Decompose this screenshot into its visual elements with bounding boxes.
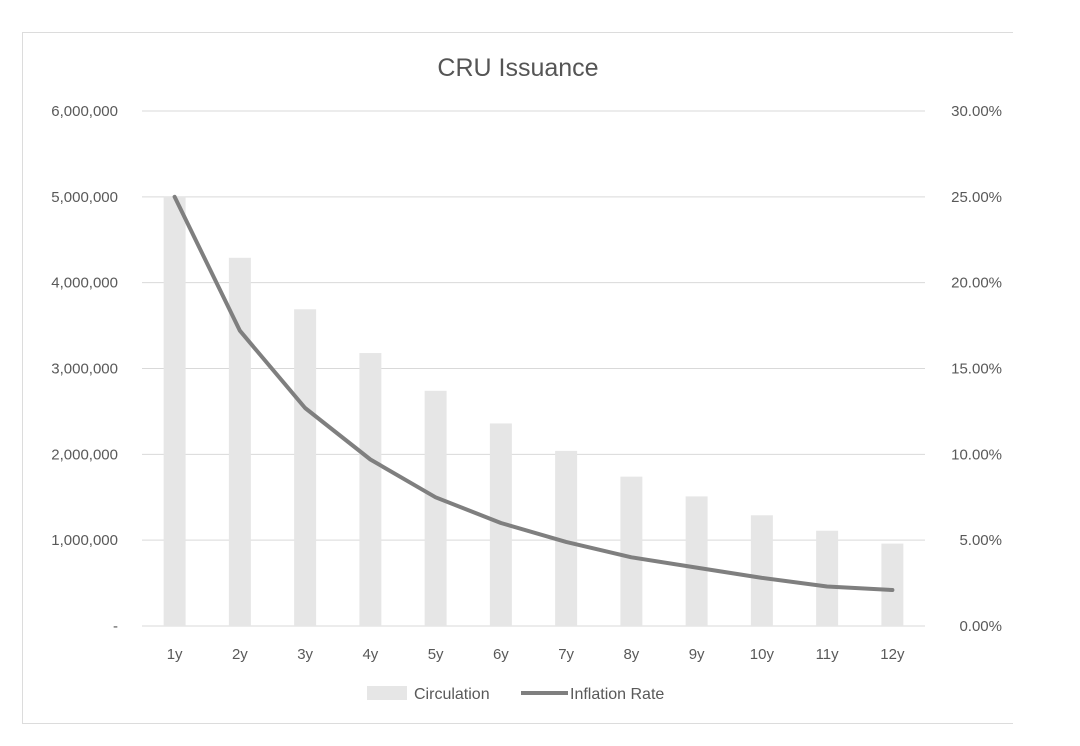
bar-circulation bbox=[294, 309, 317, 626]
bar-circulation bbox=[555, 450, 578, 626]
legend-label-circulation: Circulation bbox=[414, 686, 490, 703]
legend-label-inflation-rate: Inflation Rate bbox=[570, 686, 664, 703]
bar-circulation bbox=[816, 530, 839, 626]
x-tick-label: 3y bbox=[297, 646, 313, 663]
bar-circulation bbox=[750, 515, 773, 626]
right-axis-labels: 0.00% 5.00% 10.00% 15.00% 20.00% 25.00% 30.00% bbox=[951, 103, 1002, 635]
chart-title: CRU Issuance bbox=[437, 54, 598, 82]
left-tick-label: 3,000,000 bbox=[51, 361, 118, 378]
x-tick-label: 7y bbox=[558, 646, 574, 663]
legend-swatch-circulation bbox=[367, 686, 407, 700]
right-tick-label: 0.00% bbox=[959, 618, 1002, 635]
point-inflation-rate bbox=[369, 458, 371, 460]
left-tick-label: 5,000,000 bbox=[51, 189, 118, 206]
right-tick-label: 25.00% bbox=[951, 189, 1002, 206]
bar-circulation bbox=[620, 476, 643, 626]
point-inflation-rate bbox=[500, 522, 502, 524]
right-tick-label: 30.00% bbox=[951, 103, 1002, 120]
x-tick-label: 4y bbox=[362, 646, 378, 663]
x-tick-label: 10y bbox=[750, 646, 775, 663]
x-axis-labels: 1y 2y 3y 4y 5y 6y 7y 8y 9y 10y 11y 12y bbox=[167, 646, 905, 663]
bar-series bbox=[163, 196, 904, 627]
legend: Circulation Inflation Rate bbox=[367, 686, 664, 703]
right-tick-label: 5.00% bbox=[959, 532, 1002, 549]
point-inflation-rate bbox=[891, 589, 893, 591]
x-tick-label: 5y bbox=[428, 646, 444, 663]
x-tick-label: 2y bbox=[232, 646, 248, 663]
point-inflation-rate bbox=[174, 196, 176, 198]
point-inflation-rate bbox=[435, 496, 437, 498]
left-tick-label: - bbox=[113, 618, 118, 635]
x-tick-label: 6y bbox=[493, 646, 509, 663]
x-tick-label: 8y bbox=[623, 646, 639, 663]
point-inflation-rate bbox=[761, 577, 763, 579]
right-tick-label: 10.00% bbox=[951, 446, 1002, 463]
bar-circulation bbox=[685, 496, 708, 626]
point-inflation-rate bbox=[630, 556, 632, 558]
point-inflation-rate bbox=[565, 541, 567, 543]
point-inflation-rate bbox=[239, 330, 241, 332]
bar-circulation bbox=[424, 390, 447, 626]
line-series bbox=[172, 194, 895, 592]
left-tick-label: 2,000,000 bbox=[51, 446, 118, 463]
gridlines bbox=[142, 110, 925, 627]
bar-circulation bbox=[228, 257, 251, 626]
bar-circulation bbox=[359, 353, 382, 626]
right-tick-label: 15.00% bbox=[951, 361, 1002, 378]
right-tick-label: 20.00% bbox=[951, 275, 1002, 292]
left-tick-label: 4,000,000 bbox=[51, 275, 118, 292]
bar-circulation bbox=[163, 196, 186, 627]
point-inflation-rate bbox=[696, 567, 698, 569]
left-tick-label: 1,000,000 bbox=[51, 532, 118, 549]
line-inflation-rate bbox=[172, 194, 895, 592]
x-tick-label: 11y bbox=[816, 646, 840, 663]
bar-circulation bbox=[881, 543, 904, 626]
x-tick-label: 1y bbox=[167, 646, 183, 663]
left-axis-labels: - 1,000,000 2,000,000 3,000,000 4,000,000 5,0… bbox=[51, 103, 118, 635]
x-tick-label: 9y bbox=[689, 646, 705, 663]
point-inflation-rate bbox=[826, 586, 828, 588]
chart-frame bbox=[22, 32, 1013, 724]
x-tick-label: 12y bbox=[880, 646, 905, 663]
left-tick-label: 6,000,000 bbox=[51, 103, 118, 120]
point-inflation-rate bbox=[304, 407, 306, 409]
